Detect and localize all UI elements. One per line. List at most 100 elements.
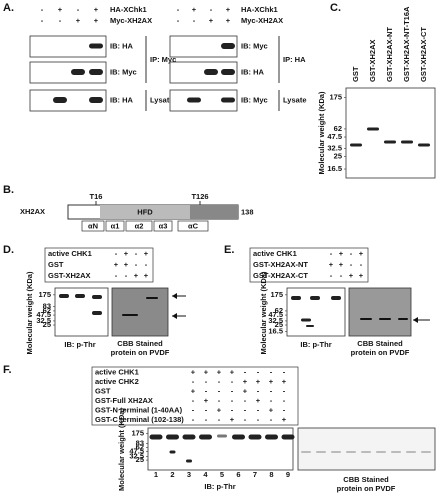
hfd-region xyxy=(100,205,190,219)
mw-label: 62 xyxy=(136,443,144,452)
sign: - xyxy=(41,16,44,25)
band xyxy=(221,43,235,49)
lane-label: GST-XH2AX-NT-T16A xyxy=(402,6,411,82)
band xyxy=(265,434,278,440)
band xyxy=(232,434,245,440)
caption: IB: p-Thr xyxy=(64,340,95,349)
panel-label: E. xyxy=(224,244,234,256)
caption: protein on PVDF xyxy=(337,484,396,493)
band xyxy=(199,434,212,440)
sign: - xyxy=(115,271,118,280)
mw-label: 175 xyxy=(38,290,51,299)
sign: + xyxy=(204,367,209,376)
band xyxy=(316,451,326,453)
sign: + xyxy=(76,16,81,25)
sign: + xyxy=(191,386,196,395)
sign: - xyxy=(192,405,195,414)
sign: - xyxy=(218,386,221,395)
protein-name: XH2AX xyxy=(20,207,45,216)
sign: + xyxy=(134,271,139,280)
sign: - xyxy=(270,415,273,424)
sign: + xyxy=(243,386,248,395)
band xyxy=(361,451,371,453)
band xyxy=(89,97,103,103)
lane-label: GST-XH2AX xyxy=(368,39,377,82)
band xyxy=(376,451,386,453)
y-axis-label: Molecular weight (KDa) xyxy=(117,408,126,491)
panel-label: F. xyxy=(3,364,12,376)
sign: + xyxy=(58,5,63,14)
band xyxy=(92,311,102,315)
band xyxy=(166,434,179,440)
sign: - xyxy=(283,386,286,395)
band xyxy=(346,451,356,453)
mw-label: 47.5 xyxy=(36,310,51,319)
row-label: GST-Full XH2AX xyxy=(95,396,153,405)
band xyxy=(418,143,430,147)
row-label: active CHK1 xyxy=(48,249,92,258)
arrow-head xyxy=(413,317,418,323)
lane-number: 4 xyxy=(203,470,208,479)
sign: + xyxy=(204,396,209,405)
sign: + xyxy=(209,16,214,25)
caption: protein on PVDF xyxy=(111,348,170,357)
ip-label: IP: Myc xyxy=(150,55,176,64)
band xyxy=(331,296,341,300)
band xyxy=(169,450,176,454)
sign: - xyxy=(340,271,343,280)
sign: - xyxy=(360,260,363,269)
sign: - xyxy=(244,367,247,376)
panel-label: D. xyxy=(3,244,14,256)
mw-label: 83 xyxy=(136,439,144,448)
sign: - xyxy=(205,386,208,395)
row-label: active CHK2 xyxy=(95,377,139,386)
mw-label: 47.5 xyxy=(327,132,342,141)
sign: - xyxy=(270,396,273,405)
band xyxy=(331,451,341,453)
band xyxy=(122,314,138,316)
band xyxy=(71,69,85,75)
sign: - xyxy=(205,377,208,386)
sign: - xyxy=(231,386,234,395)
sign: - xyxy=(283,367,286,376)
sign: - xyxy=(350,249,353,258)
sign: - xyxy=(192,377,195,386)
sign: + xyxy=(191,367,196,376)
sign: - xyxy=(205,415,208,424)
blot-label: IB: HA xyxy=(110,95,133,104)
band xyxy=(360,318,372,320)
band xyxy=(221,69,235,75)
row-label: Myc-XH2AX xyxy=(241,16,283,25)
row-label: HA-XChk1 xyxy=(241,5,278,14)
band xyxy=(391,451,401,453)
band xyxy=(406,451,416,453)
helix-label: αN xyxy=(88,221,98,230)
row-label: GST-XH2AX-CT xyxy=(253,271,308,280)
site: T126 xyxy=(191,192,208,201)
mw-label: 32.5 xyxy=(36,316,51,325)
sign: - xyxy=(350,260,353,269)
arrow-head xyxy=(172,313,177,319)
band xyxy=(367,127,379,131)
sign: - xyxy=(177,16,180,25)
band xyxy=(92,295,102,299)
helix-box xyxy=(105,220,125,232)
mw-label: 16.5 xyxy=(327,164,342,173)
sign: - xyxy=(231,377,234,386)
sign: + xyxy=(124,249,129,258)
blot xyxy=(169,61,238,84)
blot xyxy=(297,427,436,471)
mw-label: 62 xyxy=(43,306,51,315)
sign: - xyxy=(192,396,195,405)
band xyxy=(186,459,192,463)
sign: - xyxy=(177,5,180,14)
mw-label: 62 xyxy=(334,124,342,133)
row-label: GST-XH2AX-NT xyxy=(253,260,308,269)
band xyxy=(75,294,85,298)
blot xyxy=(29,89,107,112)
sign: - xyxy=(330,271,333,280)
blot xyxy=(169,35,238,58)
sign: - xyxy=(218,415,221,424)
sign: - xyxy=(145,260,148,269)
